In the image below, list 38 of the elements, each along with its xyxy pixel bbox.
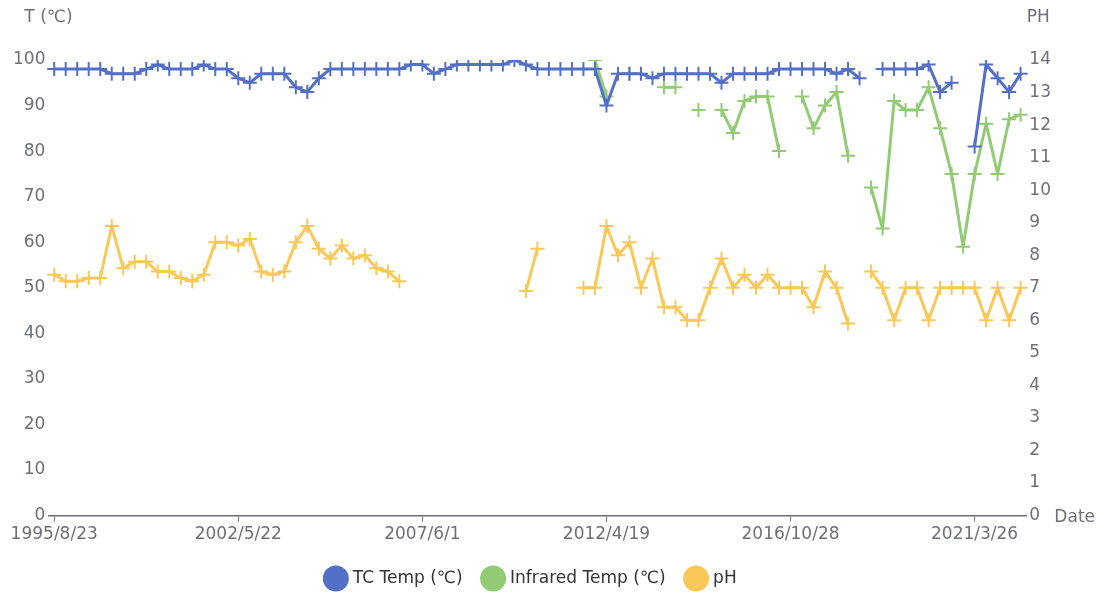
y-tick-label: 40 — [23, 321, 46, 342]
y2-axis-title: PH — [1026, 6, 1050, 27]
y2-tick-label: 14 — [1029, 48, 1052, 69]
legend-label: TC Temp (℃) — [351, 566, 463, 587]
x-tick-label: 2016/10/28 — [741, 523, 840, 544]
y-tick-label: 80 — [23, 139, 46, 160]
y2-tick-label: 9 — [1029, 211, 1041, 232]
y2-tick-label: 8 — [1029, 243, 1041, 264]
x-tick-label: 1995/8/23 — [10, 523, 98, 544]
y2-tick-label: 10 — [1029, 178, 1052, 199]
y-tick-label: 90 — [23, 93, 46, 114]
y2-tick-label: 11 — [1029, 146, 1052, 167]
y2-tick-label: 7 — [1029, 276, 1041, 297]
y2-tick-label: 5 — [1029, 341, 1041, 362]
y-tick-label: 20 — [23, 412, 46, 433]
y-tick-label: 60 — [23, 230, 46, 251]
y-axis-title: T (℃) — [23, 6, 73, 27]
x-tick-label: 2021/3/26 — [931, 523, 1019, 544]
y-tick-label: 100 — [12, 48, 46, 69]
x-tick-label: 2007/6/1 — [384, 523, 461, 544]
y2-tick-label: 1 — [1029, 471, 1041, 492]
y2-tick-label: 6 — [1029, 308, 1041, 329]
y2-tick-label: 4 — [1029, 373, 1041, 394]
y-tick-label: 70 — [23, 185, 46, 206]
y-tick-label: 50 — [23, 276, 46, 297]
y2-tick-label: 3 — [1029, 406, 1041, 427]
y-tick-label: 30 — [23, 367, 46, 388]
y2-tick-label: 2 — [1029, 438, 1041, 459]
y2-tick-label: 0 — [1029, 504, 1041, 525]
x-tick-label: 2012/4/19 — [562, 523, 651, 544]
legend-label: Infrared Temp (℃) — [510, 566, 666, 587]
y2-tick-label: 13 — [1029, 80, 1052, 101]
y-tick-label: 10 — [23, 458, 46, 479]
x-axis-title: Date — [1054, 506, 1096, 527]
y2-tick-label: 12 — [1029, 113, 1052, 134]
legend-label: pH — [713, 566, 737, 587]
x-tick-label: 2002/5/22 — [194, 523, 282, 544]
y-tick-label: 0 — [34, 504, 46, 525]
